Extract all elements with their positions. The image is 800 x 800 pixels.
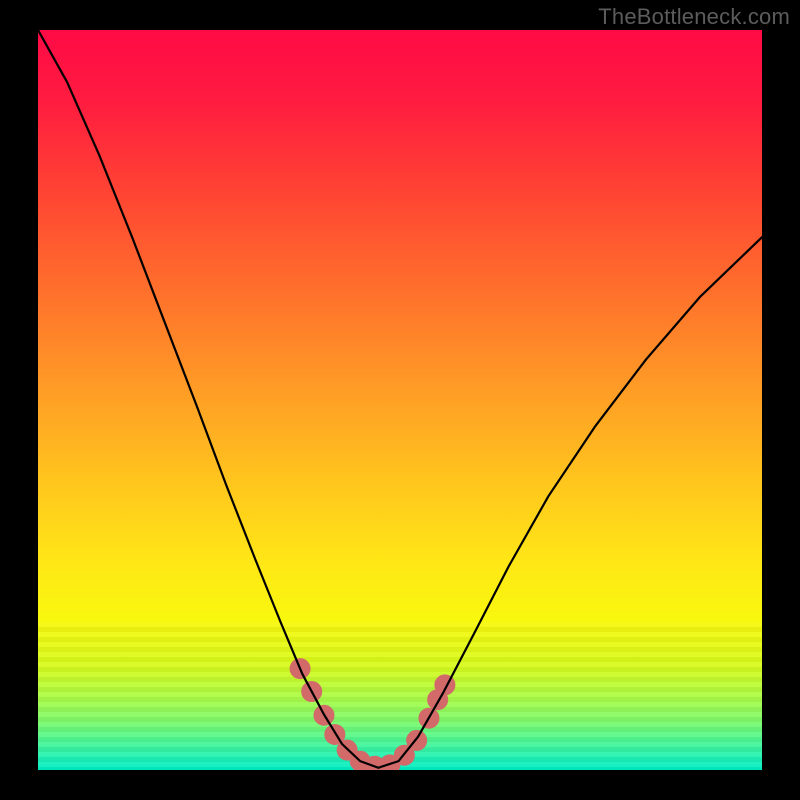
plot-area xyxy=(38,30,762,776)
watermark-text: TheBottleneck.com xyxy=(598,4,790,30)
bottleneck-chart xyxy=(0,0,800,800)
